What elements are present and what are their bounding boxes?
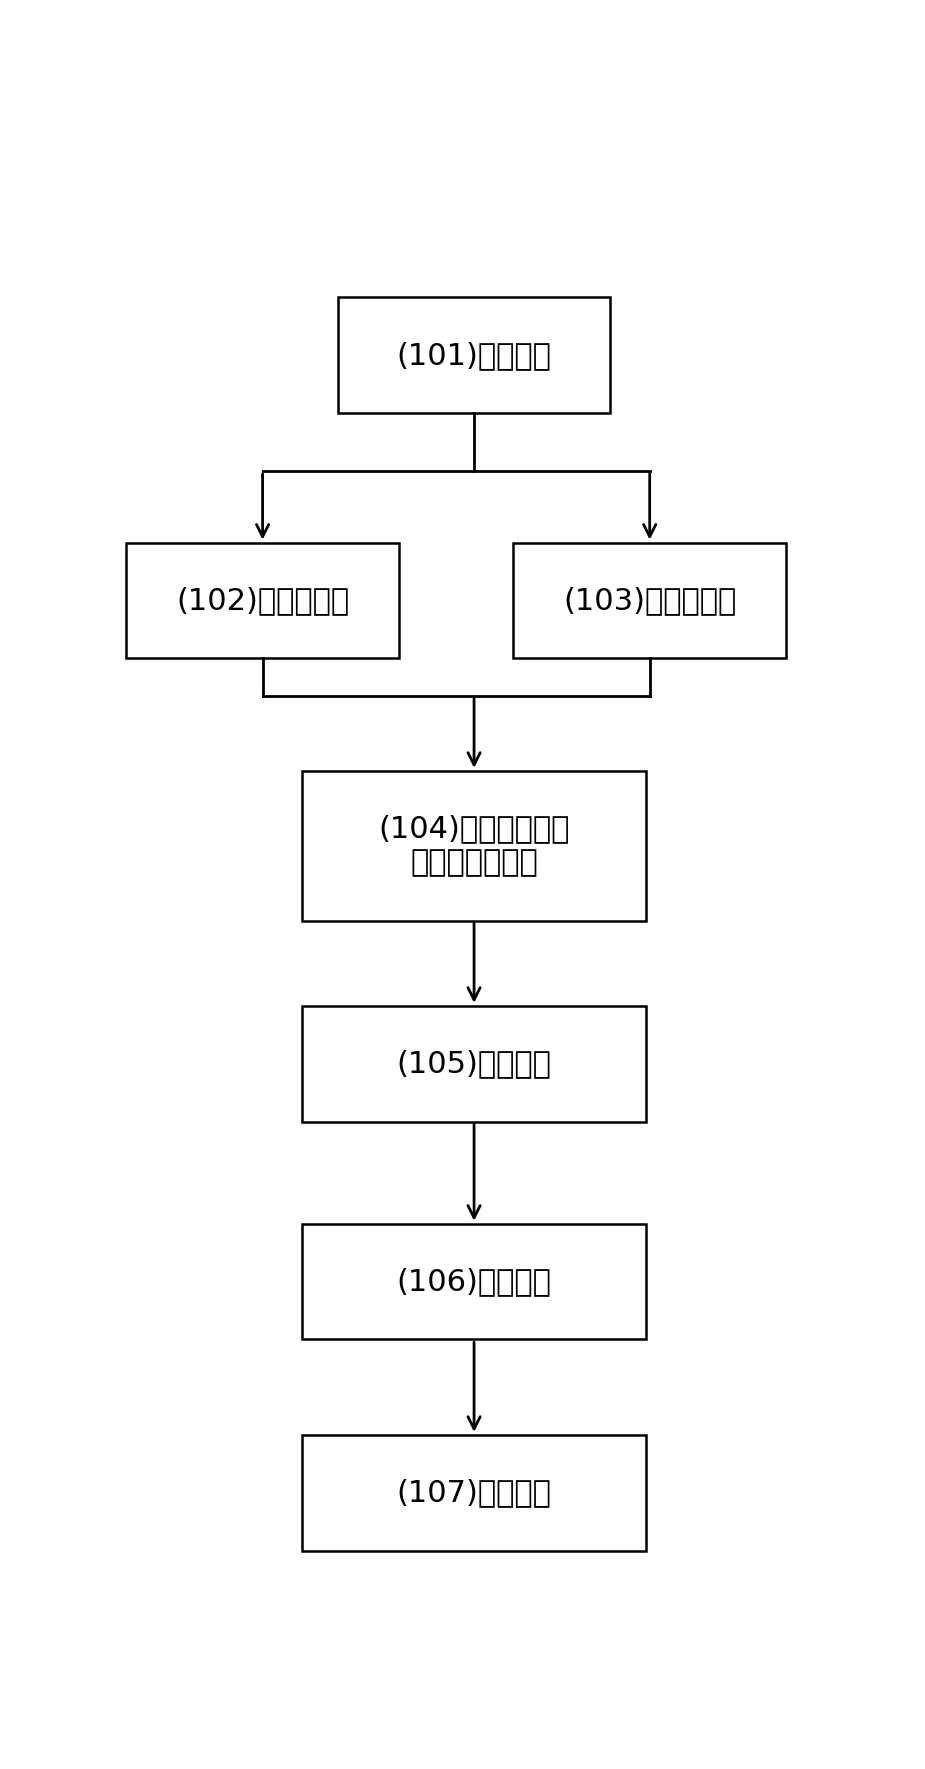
Bar: [513, 543, 786, 658]
Text: (101)视频采集: (101)视频采集: [397, 341, 551, 370]
Bar: [302, 1224, 646, 1339]
Text: (107)视频输出: (107)视频输出: [397, 1479, 551, 1507]
Text: (105)运动滤波: (105)运动滤波: [397, 1049, 551, 1077]
Bar: [338, 297, 610, 414]
Text: (106)运动补偿: (106)运动补偿: [397, 1267, 551, 1297]
Text: (103)读取当前帧: (103)读取当前帧: [563, 586, 736, 616]
Text: (102)选取参考帧: (102)选取参考帧: [176, 586, 349, 616]
Text: (104)基于物天曲线
的运动估计方法: (104)基于物天曲线 的运动估计方法: [378, 814, 570, 877]
Bar: [302, 1007, 646, 1122]
Bar: [302, 1435, 646, 1551]
Bar: [127, 543, 399, 658]
Bar: [302, 771, 646, 920]
